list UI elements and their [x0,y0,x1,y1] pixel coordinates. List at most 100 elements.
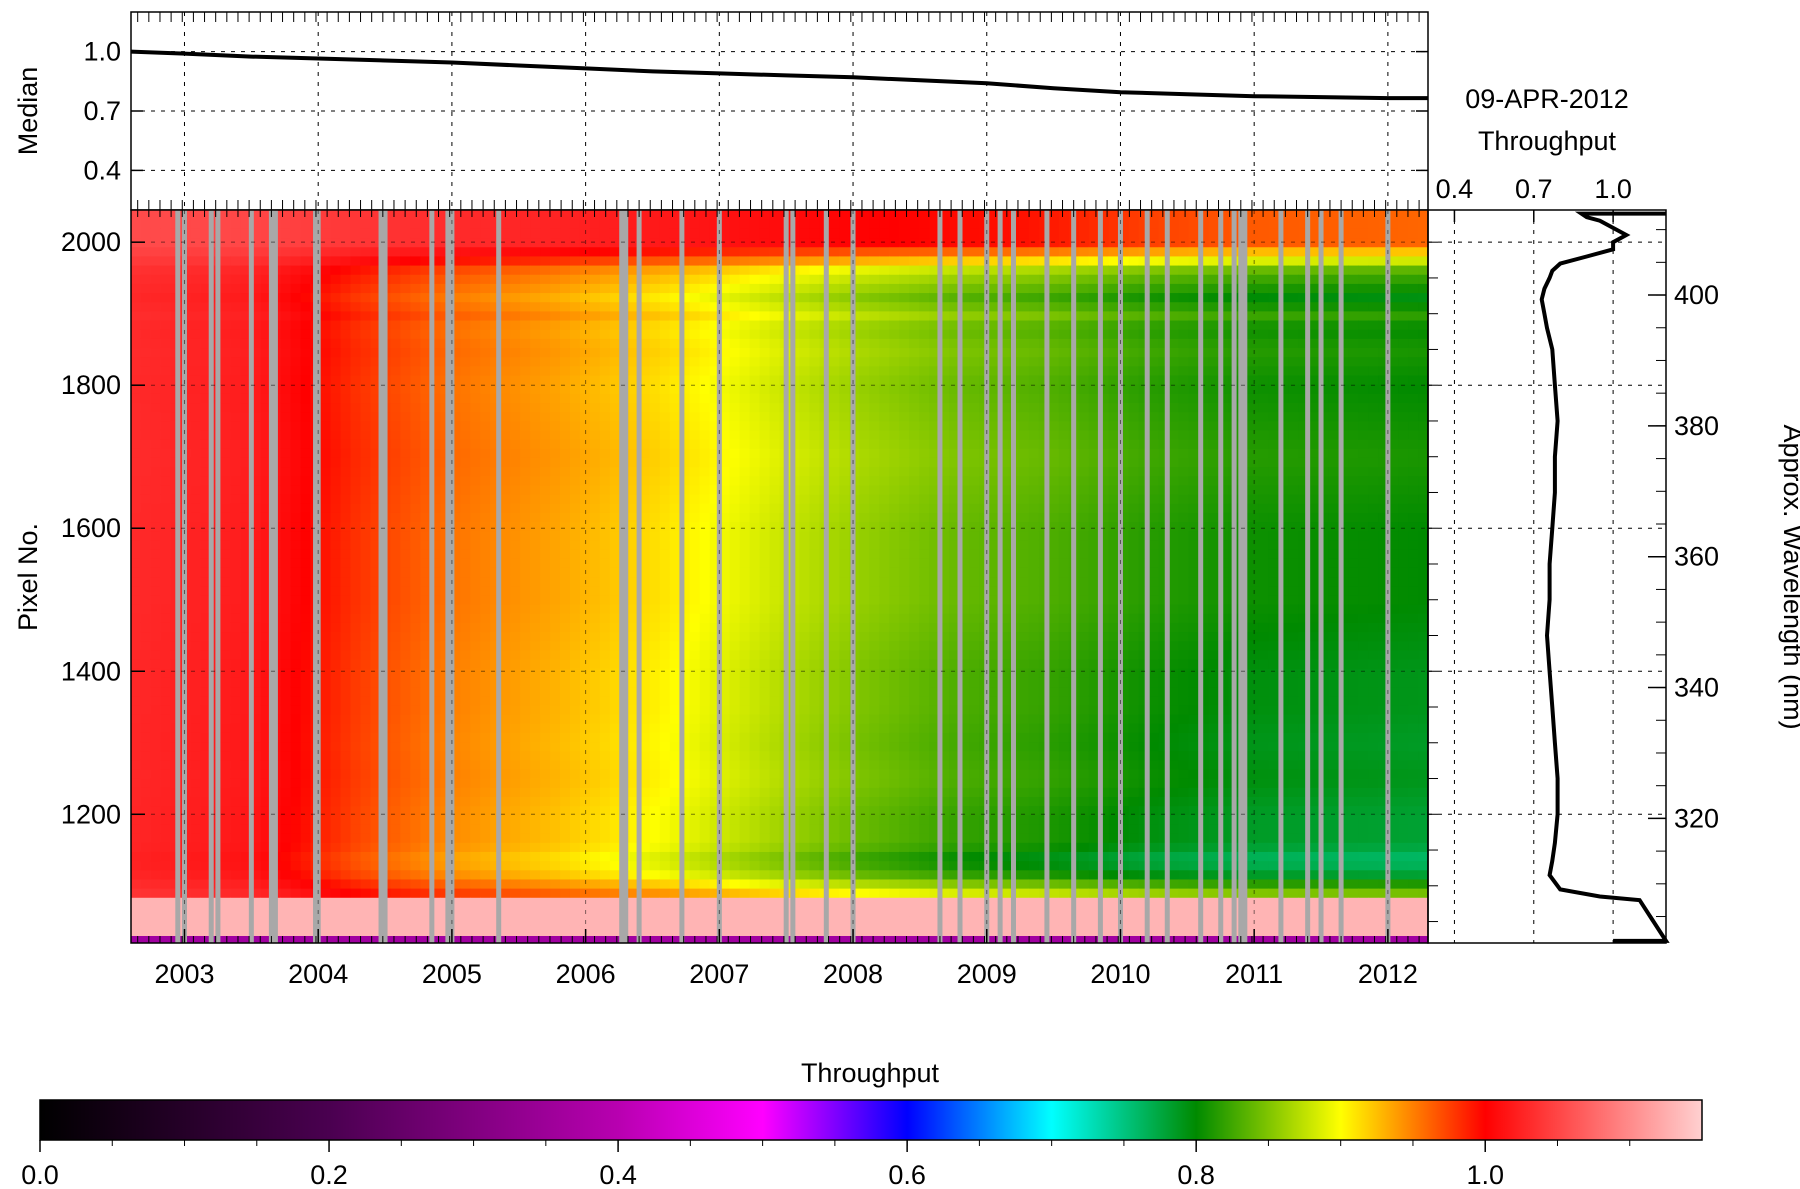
heatmap-cell [360,732,372,743]
heatmap-cell [699,393,711,404]
heatmap-cell [530,402,541,413]
heatmap-cell [599,576,611,587]
heatmap-cell [280,338,292,349]
heatmap-cell [420,374,431,385]
heatmap-cell [140,823,152,834]
heatmap-cell [669,805,681,816]
heatmap-cell [290,741,302,752]
heatmap-cell [131,897,142,907]
heatmap-cell [649,402,661,413]
heatmap-cell [430,365,441,376]
heatmap-cell [250,869,262,880]
heatmap-cell [689,310,701,321]
heatmap-cell [450,768,461,779]
heatmap-cell [550,494,561,504]
heatmap-cell [390,842,401,852]
heatmap-cell [450,851,461,862]
heatmap-cell [689,723,701,733]
heatmap-cell [220,356,232,367]
heatmap-cell [689,787,701,797]
heatmap-cell [420,292,431,303]
heatmap-cell [520,860,531,871]
heatmap-cell [480,686,491,697]
heatmap-cell [150,512,162,523]
heatmap-cell [540,283,551,294]
heatmap-cell [200,310,212,321]
heatmap-cell [599,310,611,321]
heatmap-cell [500,319,511,330]
heatmap-cell [250,897,262,907]
heatmap-cell [190,439,202,449]
heatmap-cell [340,814,352,825]
heatmap-cell [530,677,541,688]
heatmap-cell [200,283,212,294]
heatmap-cell [500,613,511,623]
heatmap-cell [709,558,721,568]
heatmap-cell [550,439,561,449]
heatmap-cell [280,319,292,330]
heatmap-cell [709,466,721,477]
heatmap-cell [350,695,362,706]
heatmap-cell [669,704,681,715]
heatmap-cell [560,420,571,431]
heatmap-cell [599,292,611,303]
heatmap-cell [530,393,541,404]
heatmap-cell [350,503,362,513]
heatmap-cell [639,393,651,404]
heatmap-cell [250,778,262,788]
heatmap-cell [490,210,501,220]
heatmap-cell [450,329,461,339]
heatmap-cell [490,695,501,706]
heatmap-cell [510,613,521,623]
heatmap-cell [200,576,212,587]
heatmap-cell [589,888,601,898]
heatmap-cell [430,924,441,935]
heatmap-cell [530,512,541,523]
heatmap-cell [490,411,501,422]
heatmap-cell [639,613,651,623]
heatmap-cell [450,668,461,678]
heatmap-cell [629,475,641,486]
heatmap-cell [200,906,212,917]
heatmap-cell [679,594,691,605]
heatmap-cell [250,255,262,266]
heatmap-cell [350,723,362,733]
heatmap-cell [390,814,401,825]
heatmap-cell [280,860,292,871]
heatmap-cell [500,549,511,559]
heatmap-cell [280,869,292,880]
heatmap-cell [400,878,411,889]
heatmap-cell [500,264,511,275]
heatmap-cell [599,695,611,706]
heatmap-cell [579,503,591,513]
heatmap-cell [250,576,262,587]
heatmap-cell [240,292,252,303]
heatmap-cell [480,649,491,660]
heatmap-cell [150,567,162,578]
heatmap-cell [320,732,332,743]
heatmap-cell [370,915,382,926]
heatmap-cell [300,594,312,605]
heatmap-cell [140,539,152,550]
heatmap-cell [589,906,601,917]
heatmap-cell [240,814,252,825]
heatmap-cell [490,558,501,568]
heatmap-cell [340,319,352,330]
heatmap-cell [350,319,362,330]
heatmap-cell [689,649,701,660]
heatmap-cell [350,356,362,367]
heatmap-cell [190,759,202,770]
heatmap-cell [200,503,212,513]
heatmap-cell [460,713,471,724]
heatmap-cell [160,842,172,852]
heatmap-cell [370,558,382,568]
heatmap-cell [140,713,152,724]
heatmap-cell [290,603,302,614]
heatmap-cell [560,301,571,312]
heatmap-cell [280,805,292,816]
heatmap-cell [500,704,511,715]
heatmap-cell [460,448,471,458]
heatmap-cell [579,393,591,404]
heatmap-cell [659,283,671,294]
heatmap-cell [500,796,511,807]
